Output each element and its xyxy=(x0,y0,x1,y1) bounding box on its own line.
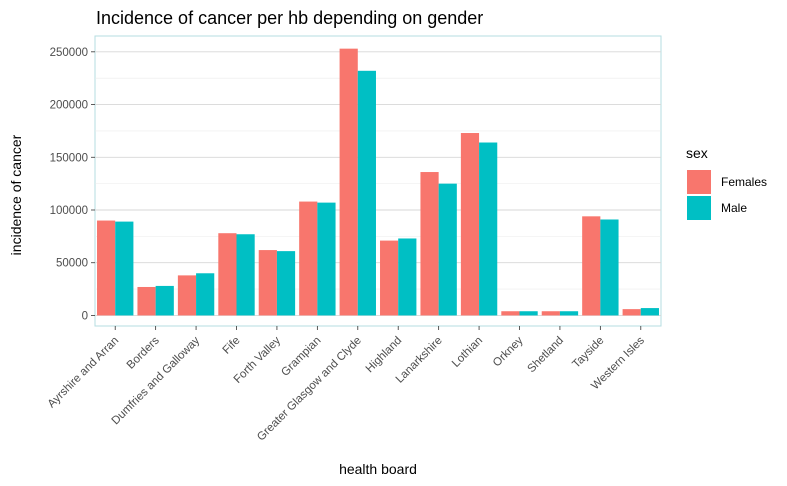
bar-females xyxy=(299,201,318,316)
y-tick-label: 50000 xyxy=(56,258,88,270)
bar-females xyxy=(177,275,197,316)
bar-females xyxy=(541,311,560,316)
bar-females xyxy=(137,286,156,316)
legend-label: Male xyxy=(721,201,747,215)
bar-females xyxy=(380,240,399,316)
bar-male xyxy=(398,238,417,316)
y-tick-label: 0 xyxy=(82,310,88,322)
bars xyxy=(97,48,659,316)
bar-male xyxy=(236,234,255,316)
y-tick-label: 200000 xyxy=(50,100,88,112)
x-tick-label: Tayside xyxy=(570,335,606,371)
y-axis-ticks: 0 50000 100000 150000 200000 250000 xyxy=(50,47,95,322)
bar-male xyxy=(317,202,336,316)
legend-title: sex xyxy=(686,145,708,161)
bar-male xyxy=(155,285,174,316)
bar-females xyxy=(460,133,480,316)
bar-females xyxy=(582,216,601,316)
x-tick-label: Highland xyxy=(364,335,405,376)
x-tick-label: Borders xyxy=(125,334,162,371)
y-tick-label: 250000 xyxy=(50,47,88,59)
bar-females xyxy=(258,250,277,316)
bar-male xyxy=(115,221,134,316)
x-tick-label: Shetland xyxy=(525,335,566,376)
x-axis-title: health board xyxy=(339,461,417,477)
y-axis-title: incidence of cancer xyxy=(8,134,24,255)
bar-male xyxy=(559,311,579,316)
bar-male xyxy=(196,273,215,316)
bar-females xyxy=(501,311,520,316)
legend-label: Females xyxy=(721,175,767,189)
x-tick-label: Orkney xyxy=(491,334,526,369)
y-tick-label: 150000 xyxy=(50,152,88,164)
bar-male xyxy=(276,251,296,316)
legend-key-females xyxy=(687,170,711,194)
bar-females xyxy=(622,309,641,316)
bar-females xyxy=(97,220,116,316)
bar-females xyxy=(339,48,358,316)
chart-title: Incidence of cancer per hb depending on … xyxy=(96,8,483,28)
legend: sex Females Male xyxy=(686,145,767,220)
bar-male xyxy=(479,142,498,316)
legend-key-male xyxy=(687,196,711,220)
y-tick-label: 100000 xyxy=(50,205,88,217)
bar-male xyxy=(640,308,659,316)
bar-male xyxy=(438,183,457,316)
bar-male xyxy=(357,70,376,316)
bar-females xyxy=(420,172,439,316)
bar-male xyxy=(600,219,619,316)
bar-male xyxy=(519,311,538,316)
x-tick-label: Fife xyxy=(221,335,243,357)
x-tick-label: Ayrshire and Arran xyxy=(46,335,122,411)
x-tick-label: Lothian xyxy=(450,335,485,370)
bar-females xyxy=(218,233,237,316)
